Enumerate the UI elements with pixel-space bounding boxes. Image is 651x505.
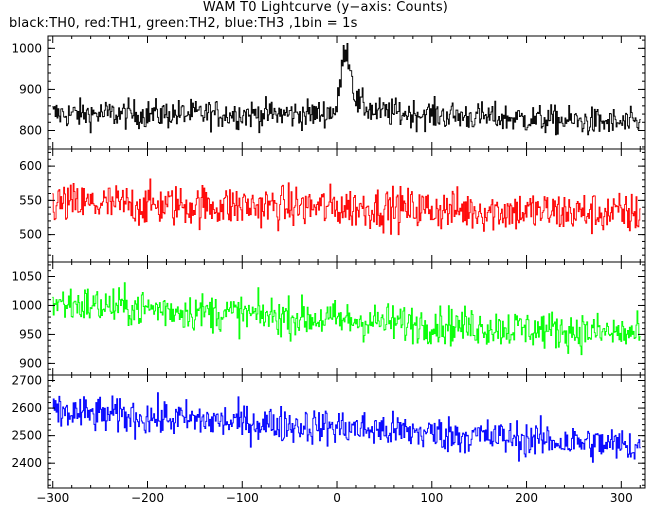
x-tick-label: −200 [131,491,164,505]
x-tick-label: −100 [226,491,259,505]
series-line-panel-2 [52,178,641,236]
y-tick-label: 1000 [11,41,42,55]
x-tick-label: 0 [333,491,341,505]
y-tick-label: 2500 [11,429,42,443]
x-tick-label: 100 [420,491,443,505]
x-tick-label: 300 [610,491,633,505]
y-tick-label: 2600 [11,401,42,415]
y-tick-label: 600 [19,159,42,173]
y-tick-label: 950 [19,327,42,341]
y-tick-label: 1000 [11,298,42,312]
y-tick-label: 1050 [11,269,42,283]
y-tick-label: 2400 [11,456,42,470]
y-tick-label: 550 [19,193,42,207]
y-tick-label: 900 [19,356,42,370]
y-tick-label: 2700 [11,374,42,388]
y-tick-label: 800 [19,124,42,138]
panel-frame-3 [47,261,646,376]
chart-title: WAM T0 Lightcurve (y−axis: Counts) [202,0,449,15]
series-line-panel-3 [52,282,641,356]
chart-subtitle: black:TH0, red:TH1, green:TH2, blue:TH3 … [9,16,358,31]
series-line-panel-1 [52,43,641,136]
series-line-panel-4 [52,392,641,463]
x-tick-label: 200 [515,491,538,505]
y-tick-label: 500 [19,228,42,242]
x-tick-label: −300 [36,491,69,505]
panel-frame-4 [47,374,646,489]
y-tick-label: 900 [19,82,42,96]
